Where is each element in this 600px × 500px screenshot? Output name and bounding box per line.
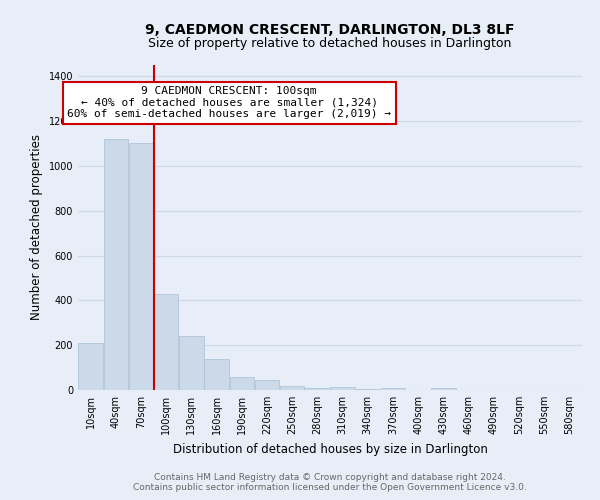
Bar [381,388,405,390]
Bar [280,386,304,390]
Bar [129,144,153,390]
Bar [431,388,455,390]
Text: 9 CAEDMON CRESCENT: 100sqm
← 40% of detached houses are smaller (1,324)
60% of s: 9 CAEDMON CRESCENT: 100sqm ← 40% of deta… [67,86,391,120]
Bar [255,380,279,390]
Bar [230,376,254,390]
Bar [205,358,229,390]
Bar [154,294,178,390]
Text: Size of property relative to detached houses in Darlington: Size of property relative to detached ho… [148,38,512,51]
X-axis label: Distribution of detached houses by size in Darlington: Distribution of detached houses by size … [173,442,487,456]
Bar [79,343,103,390]
Bar [104,139,128,390]
Text: Contains HM Land Registry data © Crown copyright and database right 2024.
Contai: Contains HM Land Registry data © Crown c… [133,473,527,492]
Y-axis label: Number of detached properties: Number of detached properties [30,134,43,320]
Text: 9, CAEDMON CRESCENT, DARLINGTON, DL3 8LF: 9, CAEDMON CRESCENT, DARLINGTON, DL3 8LF [145,22,515,36]
Bar [331,386,355,390]
Bar [305,388,329,390]
Bar [356,389,380,390]
Bar [179,336,203,390]
